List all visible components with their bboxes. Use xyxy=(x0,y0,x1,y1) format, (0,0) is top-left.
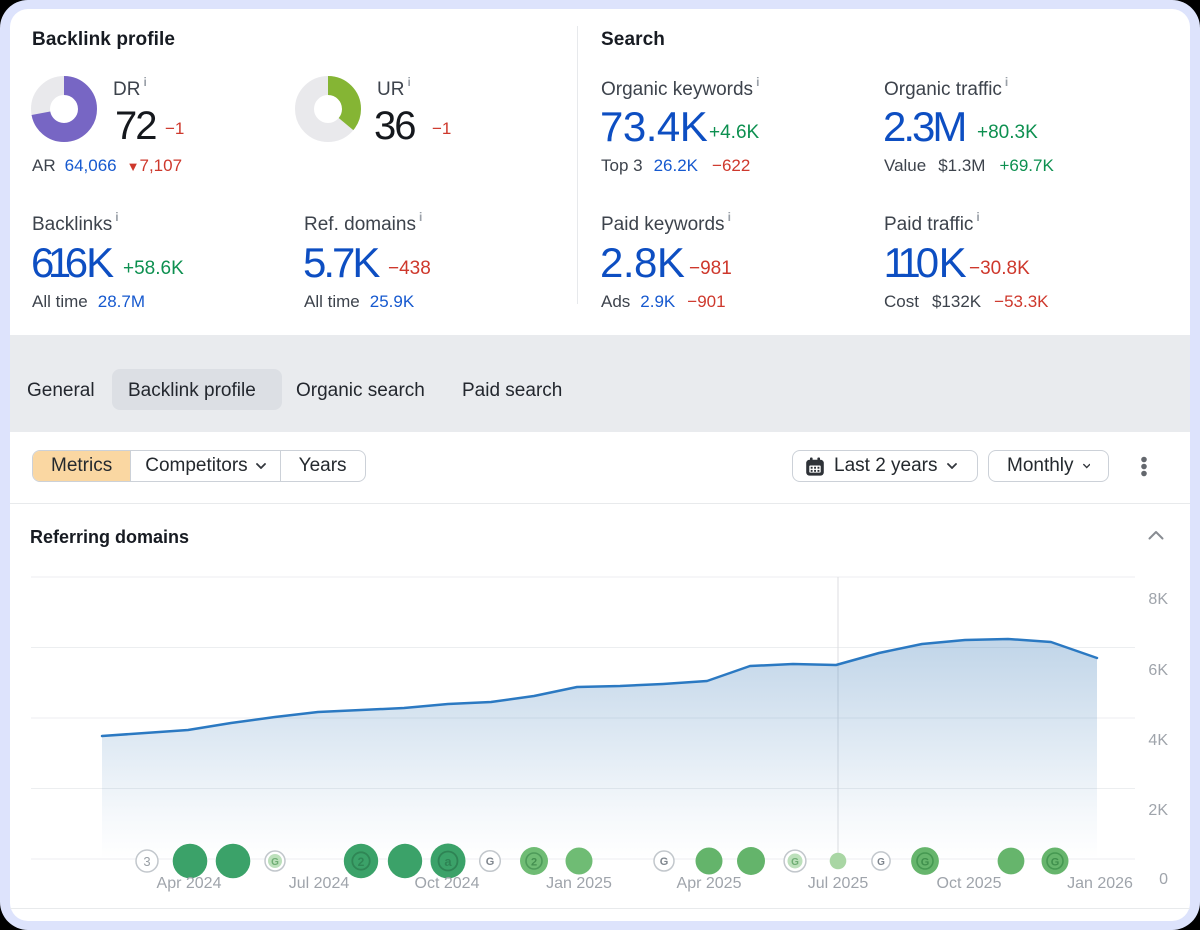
svg-text:8K: 8K xyxy=(1148,591,1168,608)
svg-text:G: G xyxy=(877,857,885,868)
svg-text:a: a xyxy=(444,854,452,869)
svg-text:3: 3 xyxy=(143,854,150,869)
svg-text:G: G xyxy=(921,857,930,869)
svg-text:Oct 2025: Oct 2025 xyxy=(937,875,1002,892)
svg-text:Jan 2025: Jan 2025 xyxy=(546,875,612,892)
svg-text:Jul 2024: Jul 2024 xyxy=(289,875,350,892)
svg-text:G: G xyxy=(486,856,495,868)
svg-text:G: G xyxy=(1051,857,1060,869)
svg-text:G: G xyxy=(791,857,799,868)
svg-text:Jul 2025: Jul 2025 xyxy=(808,875,869,892)
svg-text:G: G xyxy=(271,857,279,868)
svg-text:2K: 2K xyxy=(1148,802,1168,819)
svg-text:0: 0 xyxy=(1159,871,1168,888)
svg-text:Oct 2024: Oct 2024 xyxy=(415,875,480,892)
svg-text:Apr 2025: Apr 2025 xyxy=(677,875,742,892)
svg-text:G: G xyxy=(660,856,669,868)
svg-text:6K: 6K xyxy=(1148,662,1168,679)
svg-text:2: 2 xyxy=(531,857,537,869)
svg-text:2: 2 xyxy=(358,855,365,869)
svg-text:Jan 2026: Jan 2026 xyxy=(1067,875,1133,892)
svg-text:Apr 2024: Apr 2024 xyxy=(157,875,222,892)
svg-text:4K: 4K xyxy=(1148,732,1168,749)
